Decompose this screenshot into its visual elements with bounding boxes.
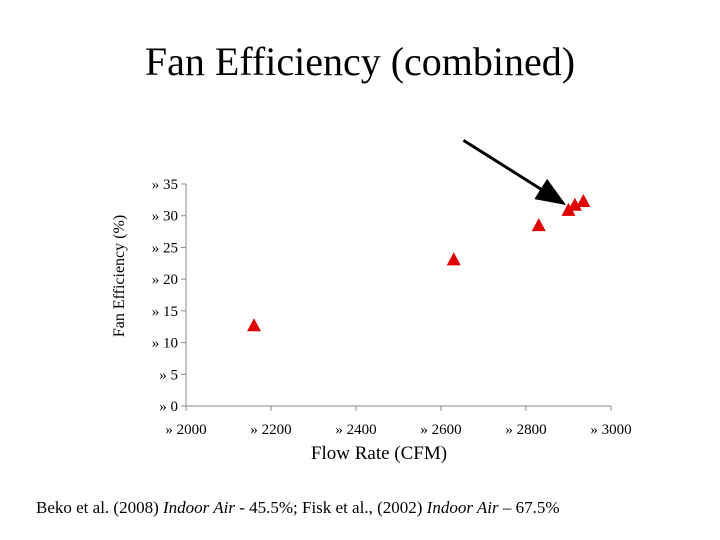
y-tick-label: » 10 [152,336,178,352]
y-tick-label: » 25 [152,240,178,256]
annotation-arrow [462,139,567,205]
data-point [247,318,261,332]
y-tick-label: » 20 [152,272,178,288]
citation-footer: Beko et al. (2008) Indoor Air - 45.5%; F… [36,498,560,518]
data-point [531,218,546,232]
y-tick-label: » 15 [152,304,178,320]
y-tick-label: » 35 [152,177,178,193]
y-tick-label: » 30 [152,209,178,225]
y-tick-label: » 0 [159,399,178,415]
citation-journal-2: Indoor Air [426,498,499,517]
citation-journal-1: Indoor Air [163,498,235,517]
citation-text-3: – 67.5% [498,498,560,517]
slide-title: Fan Efficiency (combined) [144,39,576,84]
data-point [567,197,582,211]
chart-marks [247,139,591,332]
x-tick-label: » 2400 [335,422,376,438]
data-point [576,193,591,207]
x-tick-label: » 2600 [420,422,461,438]
y-axis-title: Fan Efficiency (%) [111,214,128,338]
data-point [446,252,461,266]
data-point [561,202,576,216]
y-tick-label: » 5 [159,367,178,383]
x-tick-label: » 3000 [590,422,631,438]
x-tick-label: » 2000 [165,422,206,438]
x-axis-title: Flow Rate (CFM) [310,443,448,464]
citation-text-1: Beko et al. (2008) [36,498,163,517]
chart-axes: » 0 » 5 » 10 » 15 » 20 » 25 » 30 » 35 » 2000 » 22… [152,177,632,438]
x-tick-label: » 2200 [250,422,291,438]
citation-text-2: - 45.5%; Fisk et al., (2002) [234,498,427,517]
x-tick-label: » 2800 [505,422,546,438]
